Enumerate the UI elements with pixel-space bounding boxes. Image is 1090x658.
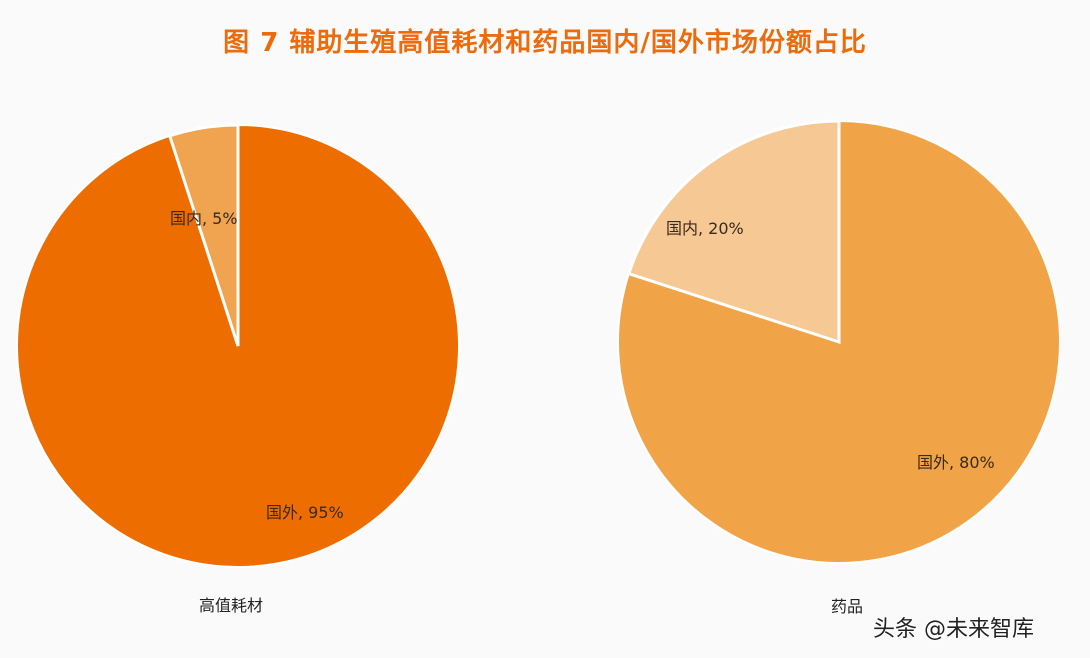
slice-drugs-domestic [626,119,841,345]
category-label-drugs: 药品 [831,597,864,616]
watermark: 头条 @未来智库 [873,617,1034,642]
pie-drugs [617,119,1061,564]
slice-consumables-domestic [167,123,240,347]
label-consumables-domestic: 国内, 5% [170,209,238,228]
label-drugs-domestic: 国内, 20% [666,219,744,238]
category-label-consumables: 高值耗材 [199,596,264,615]
chart-title: 图 7 辅助生殖高值耗材和药品国内/国外市场份额占比 [223,28,867,58]
pie-high-value-consumables [16,123,460,568]
label-drugs-foreign: 国外, 80% [917,453,995,472]
label-consumables-foreign: 国外, 95% [266,503,344,522]
